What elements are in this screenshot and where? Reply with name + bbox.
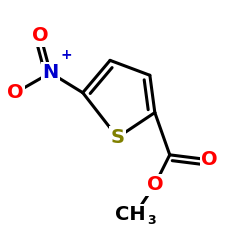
Text: CH: CH xyxy=(115,205,145,224)
Text: O: O xyxy=(201,150,218,169)
Text: N: N xyxy=(42,63,58,82)
Text: 3: 3 xyxy=(147,214,156,227)
Text: O: O xyxy=(146,175,163,194)
Text: S: S xyxy=(110,128,124,147)
Text: O: O xyxy=(32,26,49,45)
Text: +: + xyxy=(61,48,72,62)
Text: O: O xyxy=(7,83,24,102)
